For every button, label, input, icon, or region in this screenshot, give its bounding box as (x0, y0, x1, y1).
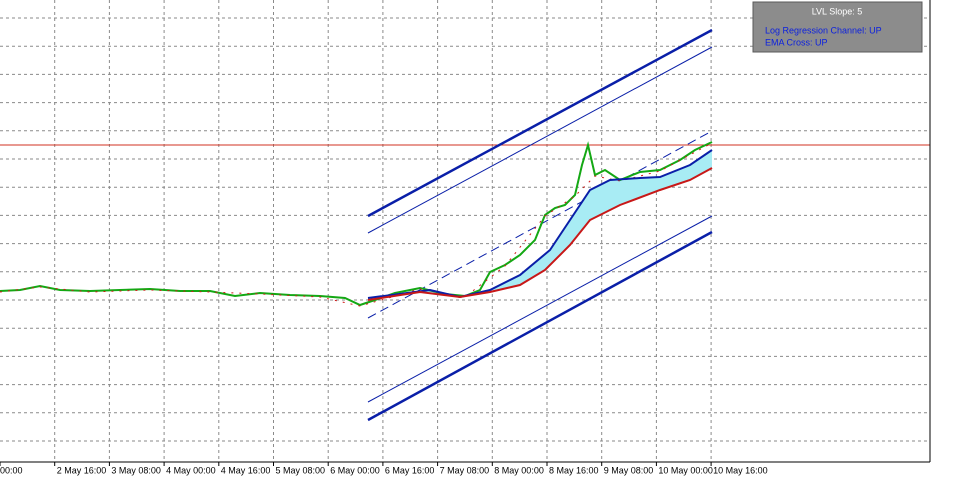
time-label: 4 May 00:00 (166, 465, 216, 475)
info-box-panel (752, 1, 923, 53)
time-label: 7 May 08:00 (440, 465, 490, 475)
time-axis: 00:00 2 May 16:00 3 May 08:00 4 May 00:00 4 … (0, 462, 768, 475)
time-label: 5 May 08:00 (276, 465, 326, 475)
info-box: LVL Slope: 5 Log Regression Channel: UP … (752, 1, 923, 53)
grid (0, 0, 930, 462)
time-label: 10 May 16:00 (713, 465, 768, 475)
channel-middle (367, 130, 713, 319)
ema-slow (367, 167, 713, 301)
time-label: 4 May 16:00 (221, 465, 271, 475)
time-label: 6 May 00:00 (330, 465, 380, 475)
info-title: LVL Slope: 5 (812, 6, 863, 16)
time-label: 10 May 00:00 (658, 465, 713, 475)
price-bars-down (0, 142, 713, 307)
price-bars (0, 141, 713, 307)
info-line: EMA Cross: UP (765, 37, 828, 47)
time-label: 9 May 08:00 (604, 465, 654, 475)
channel-upper-outer (367, 28, 713, 218)
time-label: 3 May 08:00 (111, 465, 161, 475)
info-line: Log Regression Channel: UP (765, 25, 882, 35)
channel-lower-inner (367, 215, 713, 403)
channel-upper-inner (367, 46, 713, 234)
channel-lower-outer (367, 230, 713, 422)
time-label: 6 May 16:00 (385, 465, 435, 475)
time-label: 2 May 16:00 (57, 465, 107, 475)
time-label: 00:00 (0, 465, 23, 475)
time-label: 8 May 00:00 (494, 465, 544, 475)
regression-channel (367, 28, 713, 422)
time-label: 8 May 16:00 (549, 465, 599, 475)
ema-cross-fill (368, 150, 712, 300)
